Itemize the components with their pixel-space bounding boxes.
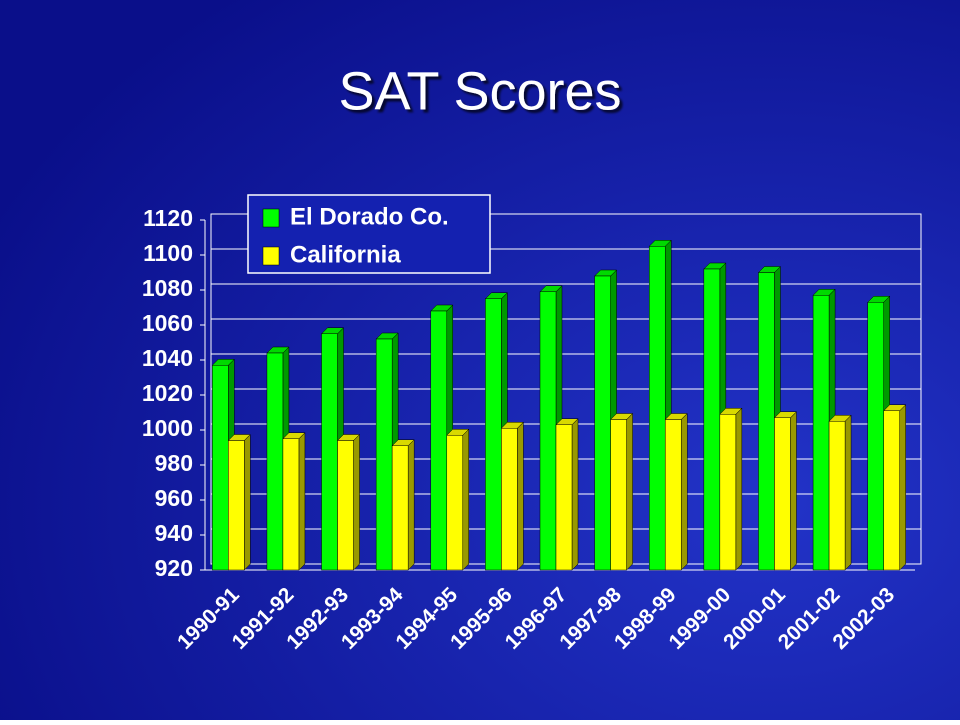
bar-front: [485, 298, 502, 571]
bar: [282, 432, 306, 571]
bar-side: [680, 412, 688, 571]
bar-side: [407, 439, 415, 571]
y-tick-label: 1020: [142, 380, 193, 406]
bar-front: [375, 338, 393, 571]
bar: [391, 439, 415, 571]
bar-front: [501, 428, 518, 571]
bar: [446, 428, 470, 571]
bar-side: [844, 414, 852, 571]
bar-front: [719, 414, 737, 571]
bar-front: [321, 333, 338, 571]
bar: [555, 418, 579, 571]
bar-front: [391, 445, 409, 571]
bar-front: [539, 291, 557, 571]
y-tick-label: 960: [155, 485, 193, 511]
bar-front: [212, 365, 229, 571]
bar: [773, 411, 798, 571]
bar-side: [790, 411, 797, 571]
bar-front: [446, 435, 464, 571]
bar-front: [555, 424, 573, 571]
y-tick-label: 920: [155, 555, 193, 581]
bar: [336, 433, 361, 571]
legend-swatch: [262, 208, 280, 228]
bar-front: [758, 272, 775, 571]
bar-front: [228, 440, 245, 571]
bar: [500, 421, 524, 571]
y-tick-label: 1060: [142, 310, 193, 336]
y-tick-label: 940: [155, 520, 193, 546]
bar-side: [735, 407, 743, 571]
bar-front: [266, 352, 284, 571]
bar-side: [571, 418, 579, 571]
legend: El Dorado Co. California: [247, 194, 491, 274]
y-tick-label: 1100: [143, 240, 193, 266]
bar-front: [703, 268, 721, 571]
bar-front: [610, 419, 627, 571]
y-tick-label: 980: [155, 450, 193, 476]
chart-title: SAT Scores: [338, 61, 621, 121]
bar-side: [899, 404, 906, 571]
bar-front: [282, 438, 300, 571]
bar-side: [626, 412, 633, 571]
bar-front: [430, 310, 448, 571]
legend-swatch: [262, 246, 280, 266]
y-tick-label: 1000: [142, 415, 193, 441]
bar: [664, 412, 688, 571]
bar-front: [664, 419, 682, 571]
bar-front: [883, 410, 900, 571]
bar: [719, 407, 743, 571]
bar-side: [353, 433, 360, 571]
y-tick-label: 1040: [142, 345, 193, 371]
bar-side: [517, 421, 524, 571]
bar-front: [337, 440, 354, 571]
legend-box: [247, 194, 491, 274]
bar-side: [462, 428, 470, 571]
y-tick-label: 1080: [142, 275, 193, 301]
bar: [610, 412, 634, 571]
bar-front: [648, 246, 666, 571]
legend-label: El Dorado Co.: [290, 203, 449, 230]
bar-side: [244, 433, 251, 571]
y-tick-label: 1120: [143, 205, 193, 231]
bar-front: [774, 417, 791, 571]
bar-front: [594, 275, 611, 571]
legend-label: California: [290, 241, 401, 268]
bar-front: [812, 295, 830, 571]
bar-side: [298, 432, 306, 571]
bar: [883, 404, 907, 571]
bar-front: [828, 421, 846, 571]
bar-front: [867, 302, 884, 571]
bar: [828, 414, 852, 571]
bar: [227, 433, 251, 571]
